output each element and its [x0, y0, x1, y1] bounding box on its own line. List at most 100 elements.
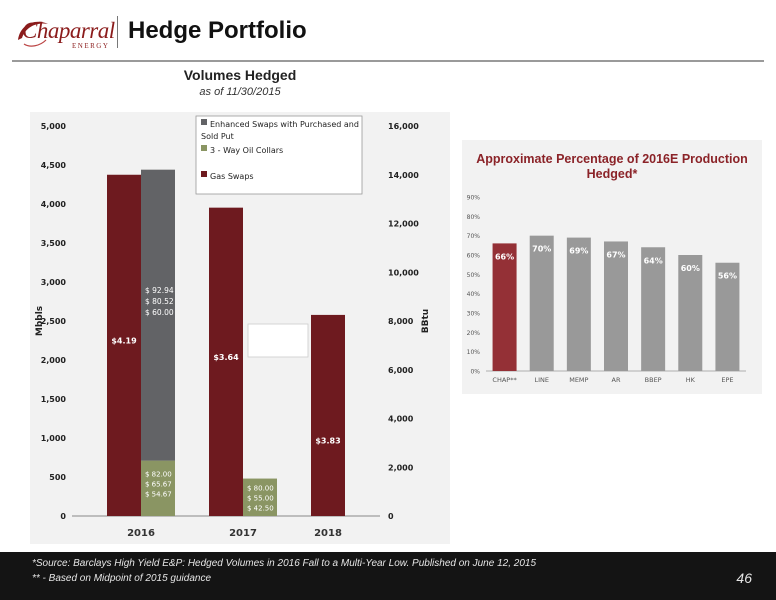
- left-axis-tick-label: 1,000: [41, 434, 67, 443]
- pct-bar: [566, 237, 591, 371]
- logo-swoosh-icon: [18, 21, 48, 47]
- chart-title-percentage: Approximate Percentage of 2016E Producti…: [476, 152, 748, 181]
- left-axis-tick-label: 2,000: [41, 356, 67, 365]
- footer-guidance-note: ** - Based on Midpoint of 2015 guidance: [32, 573, 212, 584]
- legend-label-gas-swaps: Gas Swaps: [210, 172, 254, 181]
- pct-category-label: AR: [612, 376, 621, 384]
- oil-collars-price-label: $ 54.67: [145, 491, 172, 499]
- pct-axis-tick-label: 60%: [467, 253, 481, 260]
- left-axis-tick-label: 2,500: [41, 317, 67, 326]
- left-axis-tick-label: 3,000: [41, 278, 67, 287]
- pct-axis-tick-label: 0%: [470, 369, 480, 376]
- pct-axis-tick-label: 80%: [467, 214, 481, 221]
- pct-bar: [529, 235, 554, 371]
- right-axis-tick-label: 14,000: [388, 171, 419, 180]
- footer: *Source: Barclays High Yield E&P: Hedged…: [0, 552, 776, 600]
- gas-swaps-bar: [311, 314, 345, 516]
- pct-category-label: HK: [686, 376, 696, 384]
- right-axis-tick-label: 6,000: [388, 366, 414, 375]
- pct-category-label: BBEP: [645, 376, 662, 384]
- pct-axis-tick-label: 90%: [467, 195, 481, 202]
- right-axis-title: BBtu: [421, 309, 431, 333]
- header-divider: [117, 16, 118, 48]
- left-axis-tick-label: 0: [60, 512, 66, 521]
- left-axis-tick-label: 4,500: [41, 161, 67, 170]
- pct-axis-tick-label: 30%: [467, 311, 481, 318]
- enhanced-swaps-price-label: $ 80.52: [145, 297, 174, 306]
- blank-callout-box: [247, 323, 309, 358]
- page-title: Hedge Portfolio: [128, 17, 307, 44]
- category-label: 2016: [127, 528, 155, 539]
- enhanced-swaps-bar: [141, 169, 175, 461]
- pct-value-label: 56%: [718, 272, 737, 281]
- logo-subtext: ENERGY: [72, 42, 110, 50]
- oil-collars-price-label: $ 82.00: [145, 471, 172, 479]
- legend-label-oil-collars: 3 - Way Oil Collars: [210, 146, 283, 155]
- pct-bar: [678, 255, 703, 371]
- pct-bar: [604, 241, 628, 371]
- gas-swaps-bar: [209, 207, 243, 516]
- pct-axis-tick-label: 40%: [467, 291, 481, 298]
- title-rule: [12, 60, 764, 62]
- pct-value-label: 60%: [681, 264, 700, 273]
- oil-collars-bar: [243, 478, 277, 516]
- footer-source-note: *Source: Barclays High Yield E&P: Hedged…: [32, 558, 537, 569]
- left-axis-title: Mbbls: [35, 306, 45, 336]
- volumes-hedged-chart: 0 500 1,000 1,500 2,000 2,500 3,000 3,500 4,000 4…: [35, 115, 431, 539]
- left-axis-tick-label: 1,500: [41, 395, 67, 404]
- category-label: 2018: [314, 528, 342, 539]
- pct-axis-tick-label: 10%: [467, 349, 481, 356]
- pct-category-label: MEMP: [569, 376, 588, 384]
- pct-value-label: 69%: [569, 247, 588, 256]
- pct-bar: [641, 247, 666, 371]
- company-logo: Chaparral ENERGY: [14, 14, 115, 54]
- oil-collars-bar: [141, 460, 175, 516]
- chart-subtitle-volumes: as of 11/30/2015: [199, 86, 281, 98]
- left-axis-tick-label: 4,000: [41, 200, 67, 209]
- legend-swatch: [201, 145, 207, 151]
- page-number: 46: [736, 570, 752, 586]
- legend-swatch: [201, 119, 207, 125]
- oil-collars-price-label: $ 65.67: [145, 481, 172, 489]
- gas-swaps-bar: [107, 174, 141, 516]
- pct-category-label: CHAP**: [492, 376, 517, 384]
- pct-category-label: EPE: [721, 376, 733, 384]
- right-axis-tick-label: 16,000: [388, 122, 419, 131]
- category-label: 2017: [229, 528, 257, 539]
- left-axis-tick-label: 3,500: [41, 239, 67, 248]
- gas-swaps-price-label: $3.64: [213, 353, 239, 362]
- oil-collars-price-label: $ 55.00: [247, 495, 274, 503]
- pct-axis-tick-label: 50%: [467, 272, 481, 279]
- chart-title-volumes: Volumes Hedged: [183, 67, 297, 83]
- pct-bar: [715, 262, 740, 371]
- pct-category-label: LINE: [534, 376, 549, 384]
- percentage-hedged-chart: 0% 10% 20% 30% 40% 50% 60% 70% 80% 90% 66% CHAP** 70…: [467, 195, 746, 384]
- pct-axis-tick-label: 20%: [467, 330, 481, 337]
- enhanced-swaps-price-label: $ 92.94: [145, 286, 174, 295]
- pct-value-label: 64%: [644, 256, 663, 265]
- chart-legend: [195, 115, 363, 195]
- gas-swaps-price-label: $4.19: [111, 336, 137, 345]
- percentage-chart-panel: 0% 10% 20% 30% 40% 50% 60% 70% 80% 90% 66% CHAP** 70…: [462, 140, 762, 394]
- left-axis-tick-label: 500: [49, 473, 66, 482]
- right-axis-tick-label: 0: [388, 512, 394, 521]
- volumes-chart-panel: 0 500 1,000 1,500 2,000 2,500 3,000 3,500 4,000 4…: [30, 112, 450, 544]
- right-axis-tick-label: 12,000: [388, 220, 419, 229]
- header: Chaparral ENERGY Hedge Portfolio: [0, 0, 776, 60]
- legend-label-enhanced-swaps-cont: Sold Put: [201, 132, 234, 141]
- legend-swatch: [201, 171, 207, 177]
- pct-bar: [492, 243, 517, 371]
- pct-value-label: 66%: [495, 252, 514, 261]
- legend-label-enhanced-swaps: Enhanced Swaps with Purchased and: [210, 120, 359, 129]
- pct-value-label: 70%: [532, 245, 551, 254]
- left-axis-tick-label: 5,000: [41, 122, 67, 131]
- right-axis-tick-label: 4,000: [388, 415, 414, 424]
- logo-text: Chaparral: [22, 18, 115, 43]
- oil-collars-price-label: $ 80.00: [247, 485, 274, 493]
- enhanced-swaps-price-label: $ 60.00: [145, 308, 174, 317]
- right-axis-tick-label: 2,000: [388, 463, 414, 472]
- right-axis-tick-label: 8,000: [388, 317, 414, 326]
- right-axis-tick-label: 10,000: [388, 268, 419, 277]
- oil-collars-price-label: $ 42.50: [247, 505, 274, 513]
- gas-swaps-price-label: $3.83: [315, 436, 340, 445]
